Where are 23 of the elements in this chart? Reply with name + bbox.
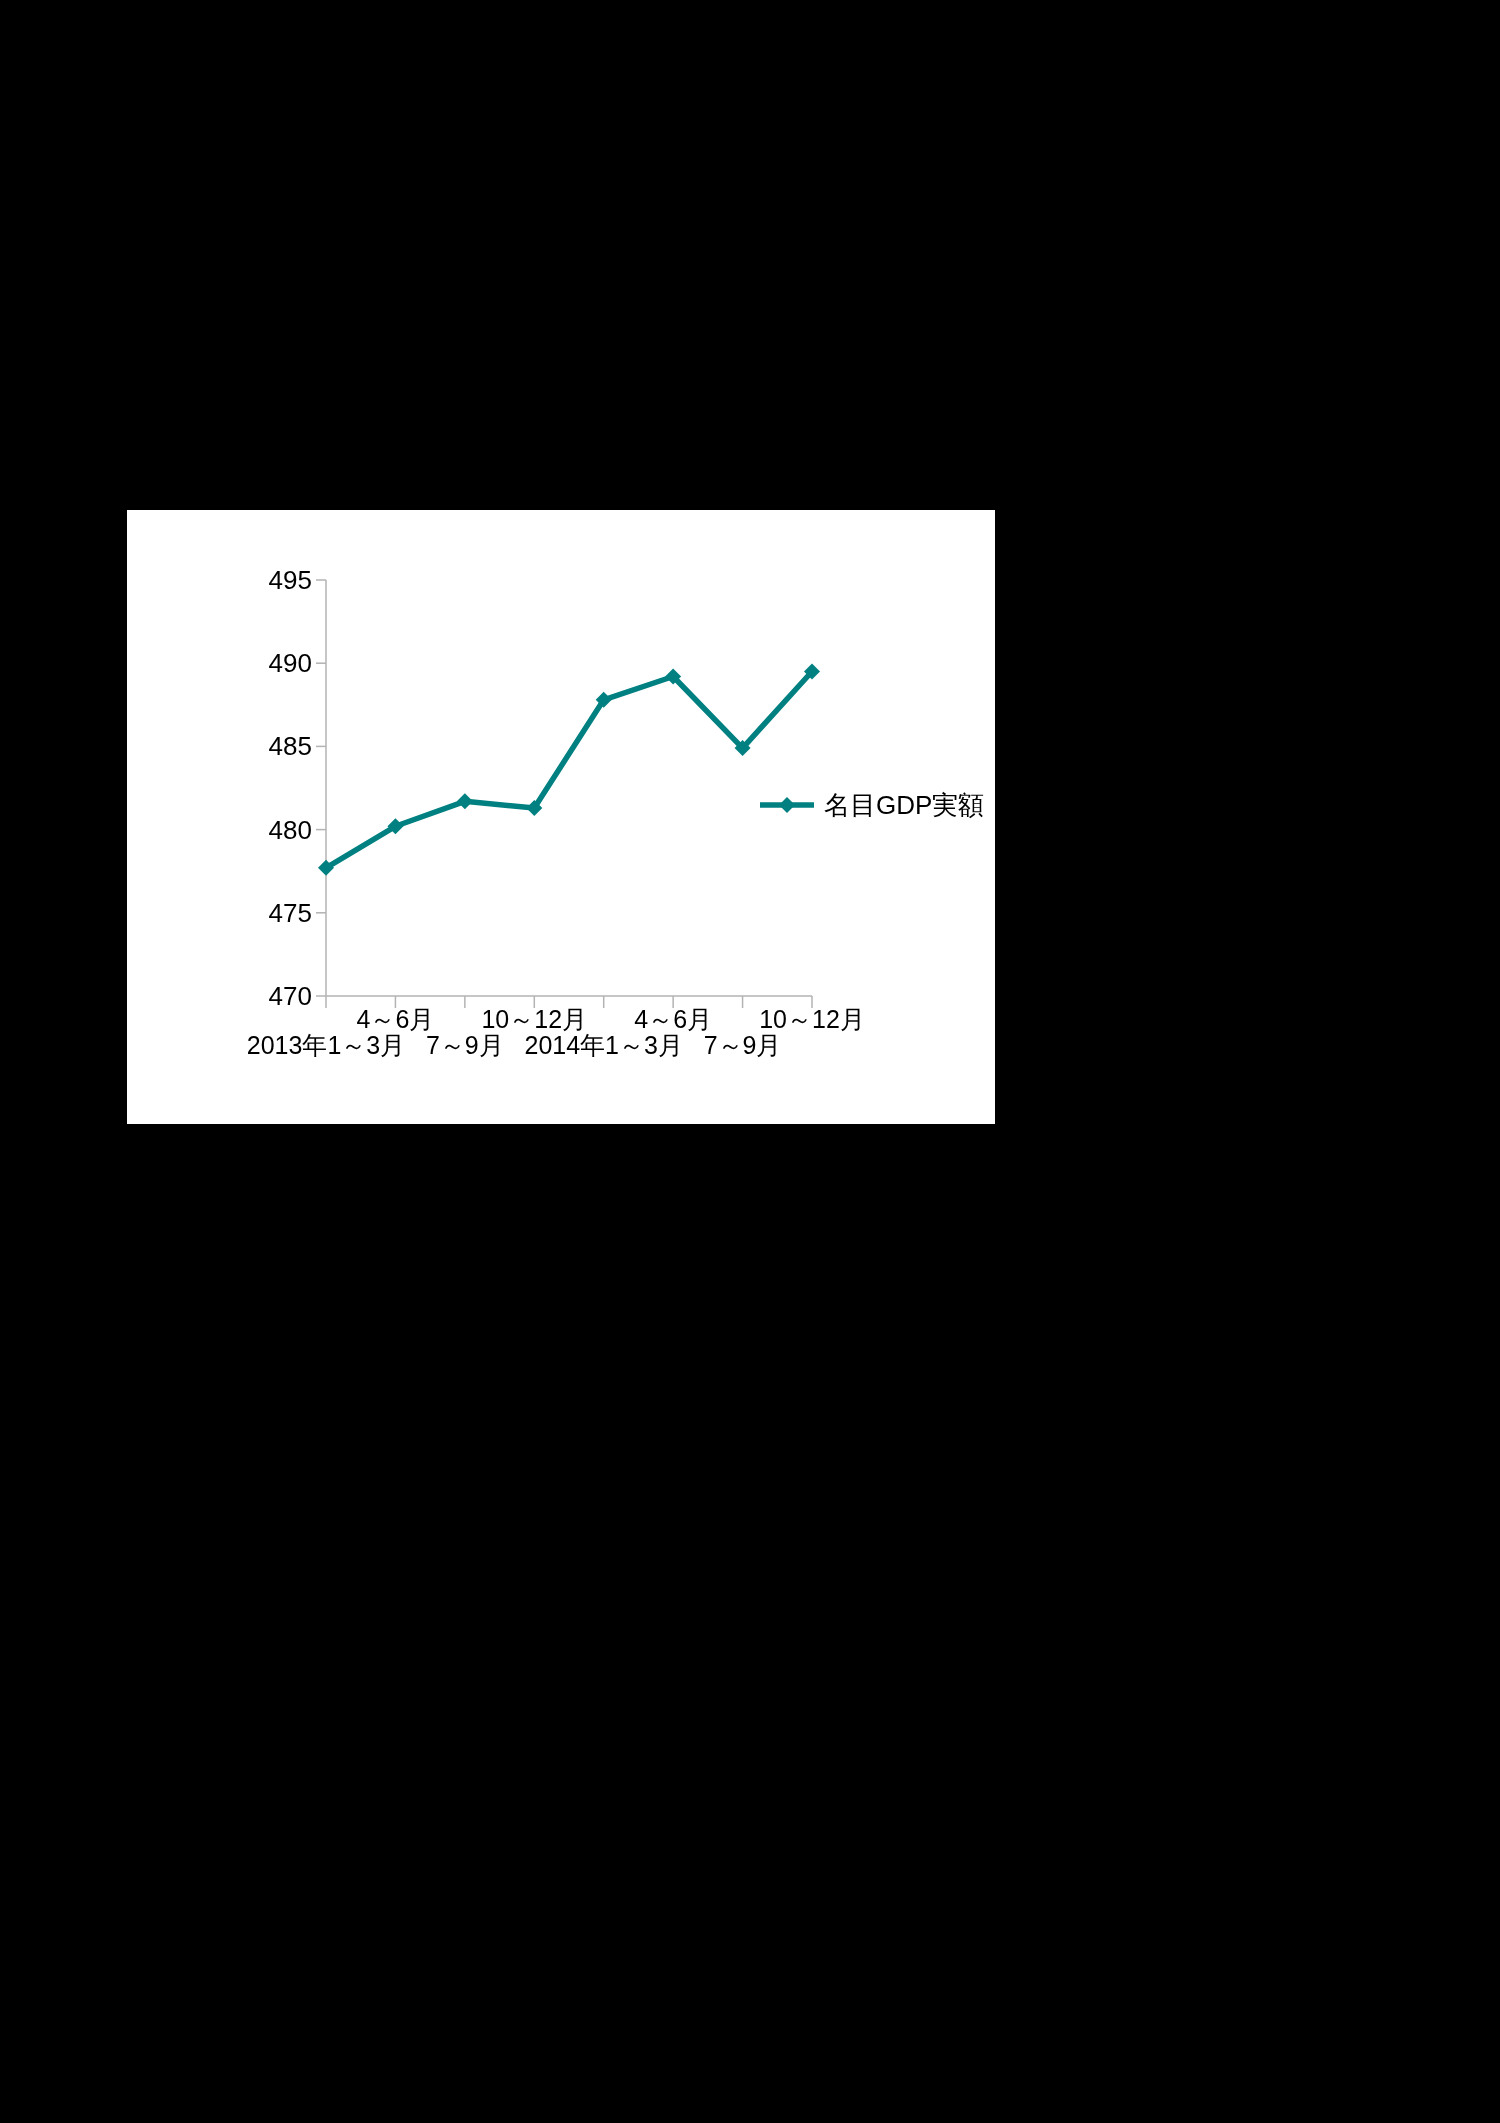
x-tick-label: 4～6月 xyxy=(356,1005,435,1033)
point xyxy=(804,663,820,680)
point xyxy=(387,818,404,835)
x-tick-label: 10～12月 xyxy=(759,1005,865,1033)
y-tick-label: 490 xyxy=(268,648,312,679)
x-tick-label: 2014年1～3月 xyxy=(524,1031,683,1059)
y-tick-label: 470 xyxy=(268,981,312,1011)
legend-label: 名目GDP実額 xyxy=(824,790,985,820)
x-tick-label: 2013年1～3月 xyxy=(246,1031,406,1059)
y-tick-label: 495 xyxy=(268,565,312,595)
point xyxy=(456,793,473,810)
x-tick-label: 7～9月 xyxy=(425,1031,504,1059)
y-tick-label: 485 xyxy=(268,731,312,762)
x-tick-label: 4～6月 xyxy=(634,1005,713,1033)
point xyxy=(595,691,612,708)
y-tick-label: 475 xyxy=(268,897,312,928)
point xyxy=(734,740,751,757)
point xyxy=(665,668,682,685)
point xyxy=(526,799,543,816)
x-tick-label: 10～12月 xyxy=(481,1005,588,1033)
y-tick-label: 480 xyxy=(268,814,312,845)
point xyxy=(318,859,334,876)
x-tick-label: 7～9月 xyxy=(703,1031,782,1059)
